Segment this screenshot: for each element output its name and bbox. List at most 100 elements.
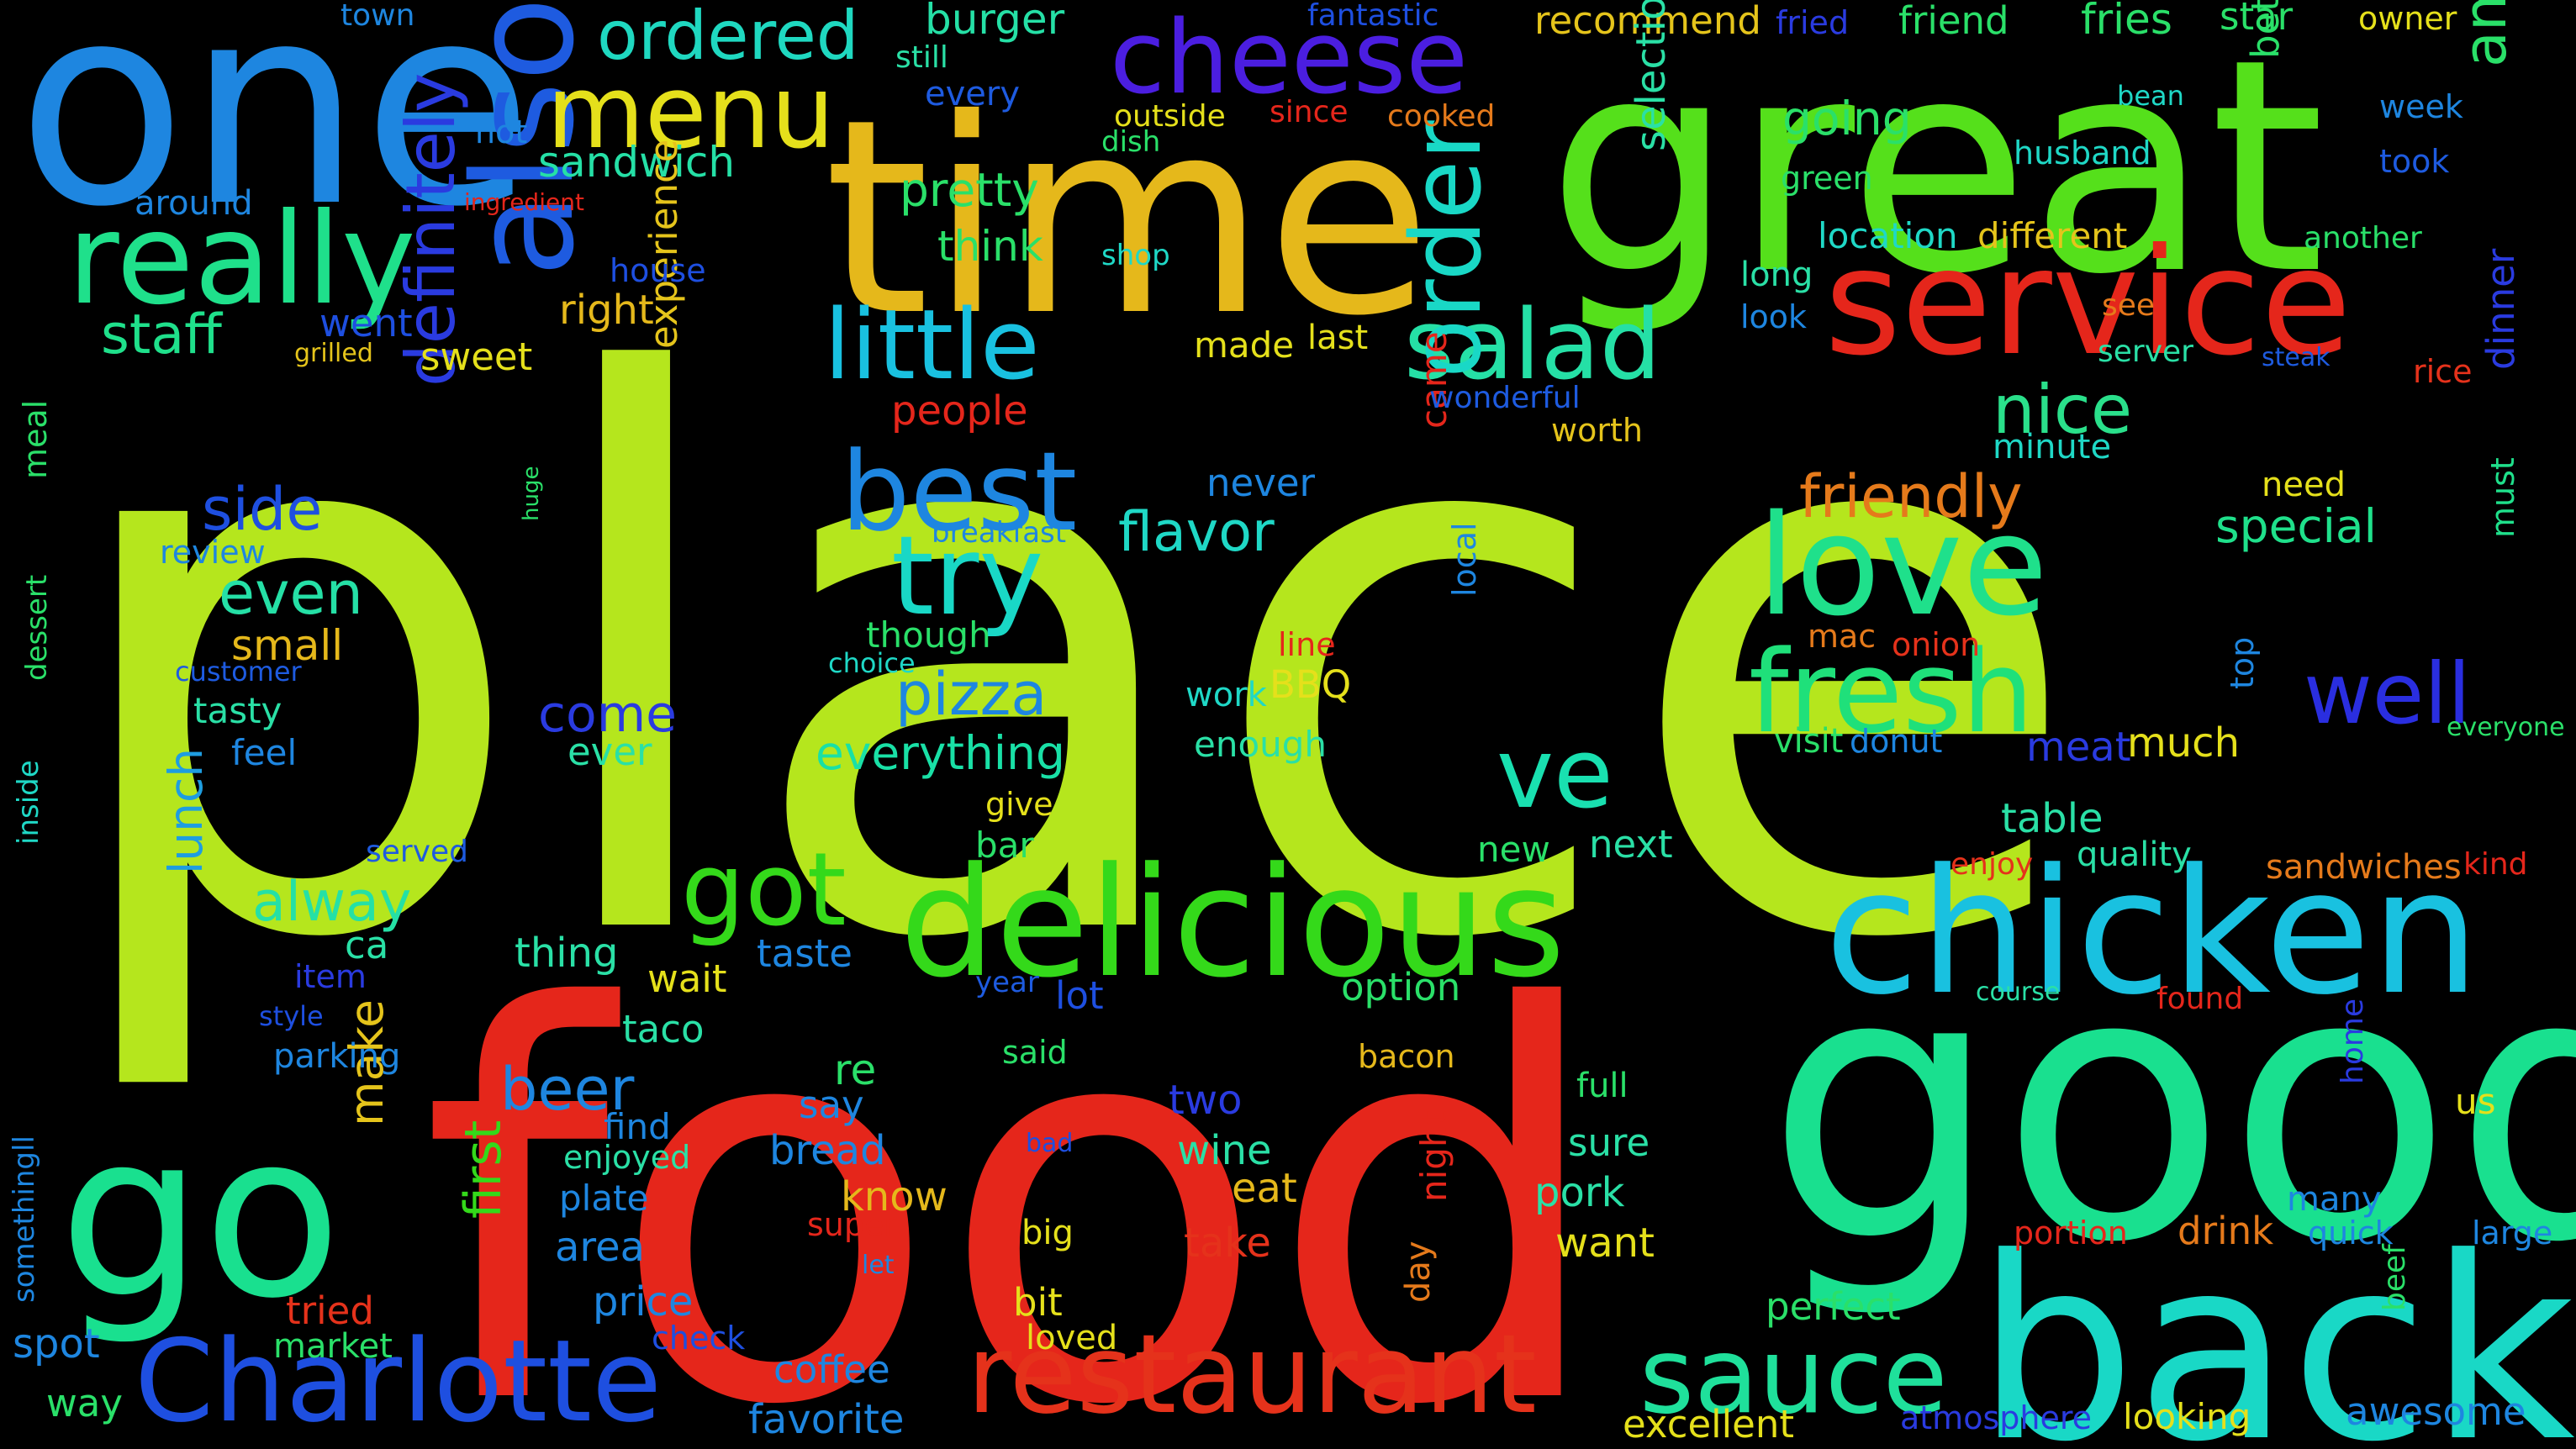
word-chicken: chicken	[1824, 833, 2480, 1033]
word-delicious: delicious	[900, 835, 1565, 1011]
word-item: item	[294, 958, 367, 995]
word-donut: donut	[1850, 723, 1942, 760]
word-green: green	[1781, 160, 1873, 197]
word-well: well	[2304, 645, 2471, 743]
word-people: people	[891, 387, 1028, 435]
word-drink: drink	[2177, 1209, 2273, 1253]
word-nice: nice	[1993, 371, 2132, 449]
word-spot: spot	[13, 1320, 100, 1367]
word-awesome: awesome	[2346, 1389, 2526, 1434]
word-course: course	[1976, 977, 2060, 1007]
word-many: many	[2287, 1180, 2382, 1219]
word-come: come	[538, 685, 677, 744]
word-found: found	[2156, 982, 2243, 1016]
word-got: got	[681, 832, 847, 949]
word-bread: bread	[769, 1127, 886, 1174]
word-check: check	[652, 1320, 745, 1357]
word-love: love	[1757, 485, 2048, 646]
word-wonderful: wonderful	[1429, 381, 1581, 415]
word-menu: menu	[546, 55, 835, 171]
word-though: though	[866, 614, 991, 656]
word-beef: beef	[2378, 1243, 2412, 1311]
word-recommend: recommend	[1534, 0, 1761, 43]
word-need: need	[2262, 466, 2346, 504]
word-definitely: definitely	[392, 73, 470, 387]
word-everyone: everyone	[2447, 713, 2565, 742]
word-even: even	[219, 559, 363, 628]
word-dish: dish	[1101, 125, 1160, 159]
word-next: next	[1589, 822, 1673, 867]
word-friend: friend	[1898, 0, 2009, 43]
word-fantastic: fantastic	[1307, 0, 1438, 33]
word-week: week	[2379, 88, 2463, 125]
word-since: since	[1270, 95, 1349, 129]
word-grilled: grilled	[294, 339, 373, 368]
word-sweet: sweet	[420, 335, 532, 379]
word-sandwich: sandwich	[538, 138, 735, 187]
word-meat: meat	[2026, 724, 2131, 771]
word-bit: bit	[1013, 1280, 1063, 1325]
word-charlotte: Charlotte	[135, 1315, 662, 1447]
word-look: look	[1740, 298, 1807, 335]
word-great: great	[1547, 0, 2325, 339]
word-burger: burger	[925, 0, 1065, 44]
word-perfect: perfect	[1766, 1284, 1901, 1329]
word-quality: quality	[2077, 835, 2192, 874]
word-amazing: amazing	[2451, 0, 2520, 67]
word-large: large	[2472, 1215, 2552, 1251]
word-quick: quick	[2308, 1215, 2394, 1251]
word-right: right	[559, 287, 654, 334]
word-sauce: sauce	[1639, 1315, 1948, 1437]
word-best: best	[841, 428, 1077, 556]
word-minute: minute	[1993, 428, 2111, 466]
word-line: line	[1278, 626, 1336, 663]
word-dessert: dessert	[20, 575, 54, 681]
word-new: new	[1477, 829, 1550, 870]
word-ordered: ordered	[597, 0, 859, 75]
word-bar: bar	[975, 825, 1034, 866]
word-onion: onion	[1892, 626, 1980, 663]
word-thing: thing	[515, 930, 618, 977]
word-taste: taste	[757, 931, 853, 976]
word-order: order	[1391, 120, 1503, 378]
word-never: never	[1206, 461, 1316, 505]
word-time: time	[824, 62, 1432, 375]
word-different: different	[1977, 215, 2127, 256]
word-small: small	[231, 621, 343, 670]
word-top: top	[2224, 637, 2261, 689]
word-another: another	[2304, 221, 2422, 256]
word-ca: ca	[345, 923, 388, 967]
word-meal: meal	[17, 400, 54, 479]
word-re: re	[834, 1046, 876, 1094]
word-location: location	[1818, 215, 1958, 256]
word-rice: rice	[2413, 353, 2472, 390]
word-steak: steak	[2262, 343, 2331, 372]
word-flavor: flavor	[1118, 501, 1275, 564]
word-everything: everything	[816, 726, 1065, 780]
word-looking: looking	[2123, 1396, 2251, 1437]
word-fried: fried	[1776, 4, 1849, 41]
word-husband: husband	[2014, 134, 2151, 171]
word-review: review	[160, 534, 266, 571]
word-wine: wine	[1177, 1127, 1272, 1174]
word-two: two	[1169, 1077, 1242, 1124]
word-table: table	[2001, 795, 2104, 842]
word-sandwiches: sandwiches	[2266, 848, 2462, 887]
word-better: better	[2243, 0, 2288, 59]
word-price: price	[593, 1278, 693, 1325]
word-pizza: pizza	[895, 660, 1047, 729]
word-enjoyed: enjoyed	[563, 1139, 690, 1176]
word-area: area	[555, 1224, 645, 1271]
word-town: town	[340, 0, 414, 33]
word-bad: bad	[1026, 1129, 1073, 1158]
word-said: said	[1002, 1034, 1068, 1071]
word-much: much	[2127, 719, 2240, 767]
word-staff: staff	[101, 303, 224, 366]
word-home: home	[2336, 998, 2370, 1084]
word-taco: taco	[622, 1007, 705, 1051]
word-let: let	[862, 1251, 895, 1280]
word-side: side	[202, 475, 322, 544]
word-around: around	[135, 184, 253, 223]
word-ve: ve	[1497, 718, 1613, 830]
word-huge: huge	[519, 466, 544, 521]
